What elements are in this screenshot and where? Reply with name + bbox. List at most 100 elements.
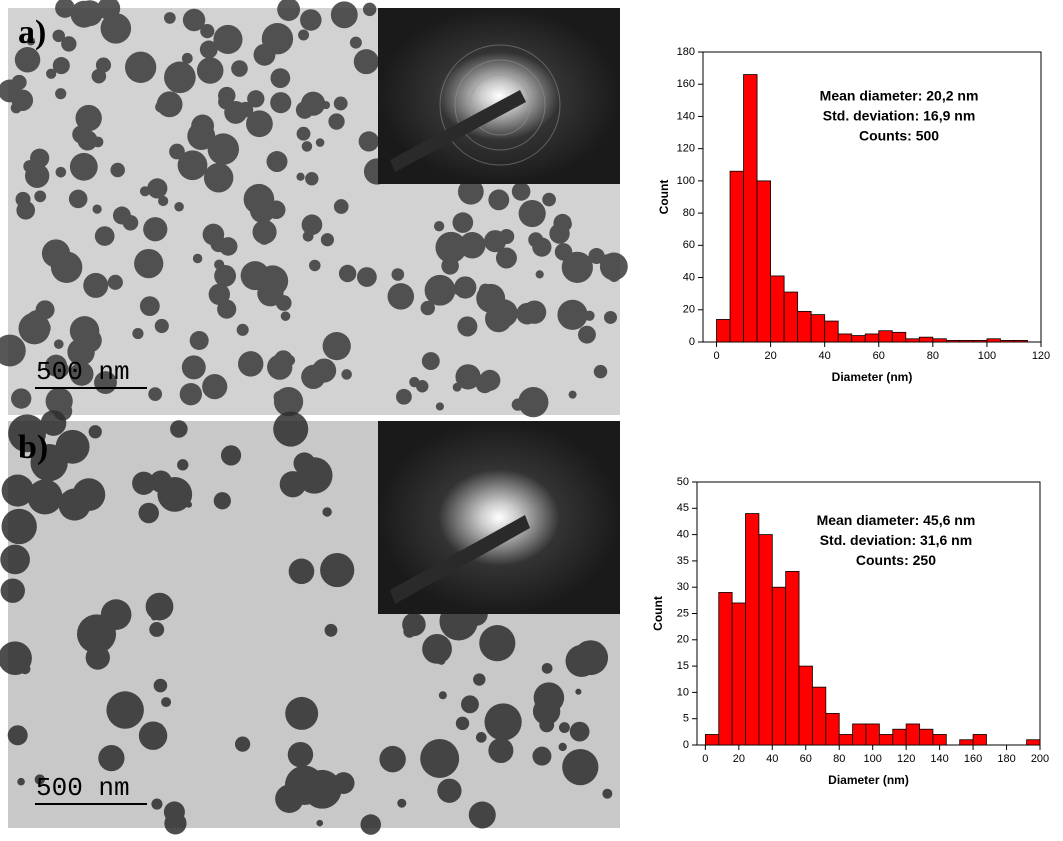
particle	[1, 508, 37, 545]
bar	[945, 339, 961, 343]
x-tick-label: 80	[927, 350, 939, 362]
particle	[17, 777, 25, 786]
bar	[959, 339, 974, 343]
particle	[441, 257, 459, 275]
x-tick-label: 0	[713, 350, 719, 362]
particle	[26, 37, 36, 46]
y-tick-label: 30	[677, 581, 689, 593]
particle	[387, 283, 415, 310]
particle	[213, 492, 231, 510]
particle	[438, 691, 447, 700]
particle	[453, 283, 465, 295]
particle	[7, 725, 28, 746]
particle	[218, 35, 230, 47]
y-tick-label: 180	[677, 46, 695, 58]
particle	[457, 316, 478, 337]
particle	[528, 232, 544, 248]
particle	[0, 578, 25, 603]
bar	[959, 739, 974, 746]
particle	[0, 544, 30, 575]
particle	[154, 318, 169, 334]
particle	[541, 662, 553, 674]
particle	[322, 331, 351, 361]
particle	[164, 61, 196, 94]
particle	[30, 148, 50, 168]
particle	[420, 300, 435, 316]
particle	[360, 814, 381, 835]
particle	[45, 387, 73, 415]
particle	[231, 60, 248, 77]
particle	[320, 233, 334, 247]
tem-image-b	[0, 410, 620, 835]
particle	[557, 299, 588, 330]
bar	[771, 586, 787, 746]
particle	[338, 264, 357, 283]
particle	[189, 330, 209, 351]
particle	[23, 160, 36, 173]
particle	[124, 51, 157, 83]
particle	[48, 459, 61, 472]
particle	[155, 100, 168, 113]
particle	[284, 355, 296, 366]
particle	[273, 386, 304, 417]
particle	[253, 43, 276, 66]
bar	[758, 534, 773, 746]
particle	[95, 57, 112, 73]
particle	[488, 189, 510, 211]
particle	[416, 380, 429, 393]
particle	[518, 199, 546, 228]
particle	[295, 101, 314, 119]
particle	[132, 471, 156, 495]
particle	[358, 131, 379, 152]
particle	[139, 186, 151, 197]
particle	[511, 398, 524, 411]
particle	[333, 199, 349, 214]
x-tick-label: 60	[873, 350, 885, 362]
particle	[107, 274, 123, 290]
bar	[770, 275, 785, 343]
particle	[420, 739, 460, 778]
particle	[55, 88, 67, 100]
y-tick-label: 0	[683, 739, 689, 751]
particle	[562, 749, 599, 786]
particle	[143, 217, 168, 242]
particle	[191, 114, 215, 138]
bar	[878, 734, 894, 746]
x-tick-label: 80	[833, 753, 845, 765]
particle	[138, 721, 168, 750]
x-tick-label: 20	[733, 753, 745, 765]
bar	[1026, 739, 1041, 746]
particle	[138, 502, 159, 524]
particle	[0, 641, 32, 675]
particle	[284, 765, 325, 805]
particle	[75, 104, 102, 132]
particle	[157, 477, 193, 512]
particle	[55, 166, 67, 178]
particle	[288, 558, 315, 585]
particle	[608, 270, 621, 283]
bar	[891, 331, 907, 343]
x-tick-label: 160	[964, 753, 982, 765]
particle	[192, 253, 203, 264]
bar	[919, 728, 934, 746]
particle	[147, 178, 168, 199]
tem-image-a	[0, 0, 628, 421]
particle	[561, 251, 593, 283]
bar	[905, 338, 920, 343]
particle	[1, 474, 34, 507]
particle	[602, 788, 613, 799]
particle	[55, 429, 90, 464]
particle	[270, 68, 291, 88]
particle	[158, 195, 169, 207]
particle	[458, 231, 486, 259]
particle	[532, 746, 552, 766]
particle	[153, 678, 168, 693]
bar	[864, 333, 880, 343]
particle	[72, 478, 106, 512]
bar	[785, 571, 800, 746]
particle	[179, 383, 202, 406]
y-tick-label: 45	[677, 502, 689, 514]
particle	[300, 9, 322, 31]
